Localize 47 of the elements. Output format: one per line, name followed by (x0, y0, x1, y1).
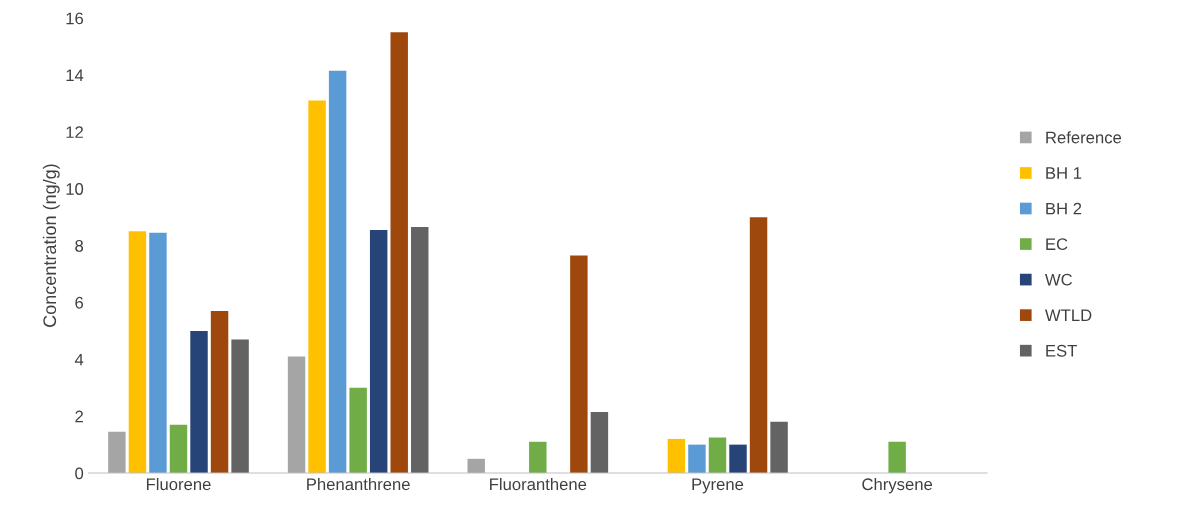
x-tick-label: Chrysene (862, 477, 933, 494)
bar (888, 441, 906, 474)
x-tick-label: Fluorene (146, 477, 211, 491)
bar (287, 356, 306, 474)
y-tick-label: 12 (66, 126, 83, 138)
bar (349, 387, 367, 474)
legend-label: BH 1 (1046, 167, 1082, 179)
y-tick-label: 2 (75, 410, 83, 423)
bar (231, 339, 249, 474)
bar (529, 441, 547, 474)
bar (210, 310, 229, 474)
y-tick-label: 0 (75, 467, 84, 480)
bar (770, 421, 788, 474)
bar (570, 255, 588, 474)
legend-label: WC (1045, 273, 1073, 286)
bar (369, 229, 388, 474)
y-tick-label: 8 (75, 239, 84, 252)
bar (467, 458, 485, 474)
legend-label: WTLD (1045, 309, 1092, 321)
bar (169, 424, 188, 474)
y-tick-label: 4 (74, 353, 84, 366)
bar (128, 231, 147, 474)
bar (729, 444, 747, 474)
y-tick-label: 6 (75, 296, 84, 309)
bar (390, 32, 408, 474)
x-tick-label: Fluoranthene (490, 477, 587, 491)
legend-label: EST (1046, 344, 1077, 357)
legend-label: Reference (1046, 131, 1122, 144)
bar (667, 438, 686, 474)
bar (590, 411, 609, 474)
legend-label: EC (1046, 238, 1068, 251)
bar (308, 100, 326, 474)
x-tick-label: Phenanthrene (307, 477, 410, 491)
bar (688, 444, 706, 474)
bar (708, 437, 727, 474)
y-axis-title: Concentration (ng/g) (42, 164, 60, 327)
bar (749, 217, 768, 474)
bar (190, 330, 208, 474)
bar (411, 227, 429, 474)
legend-label: BH 2 (1046, 202, 1082, 215)
bar (328, 70, 347, 474)
y-tick-label: 14 (66, 69, 84, 81)
bar (108, 431, 126, 474)
y-tick-label: 16 (66, 12, 84, 25)
bar (149, 232, 167, 474)
y-tick-label: 10 (66, 183, 84, 195)
x-tick-label: Pyrene (692, 478, 744, 494)
